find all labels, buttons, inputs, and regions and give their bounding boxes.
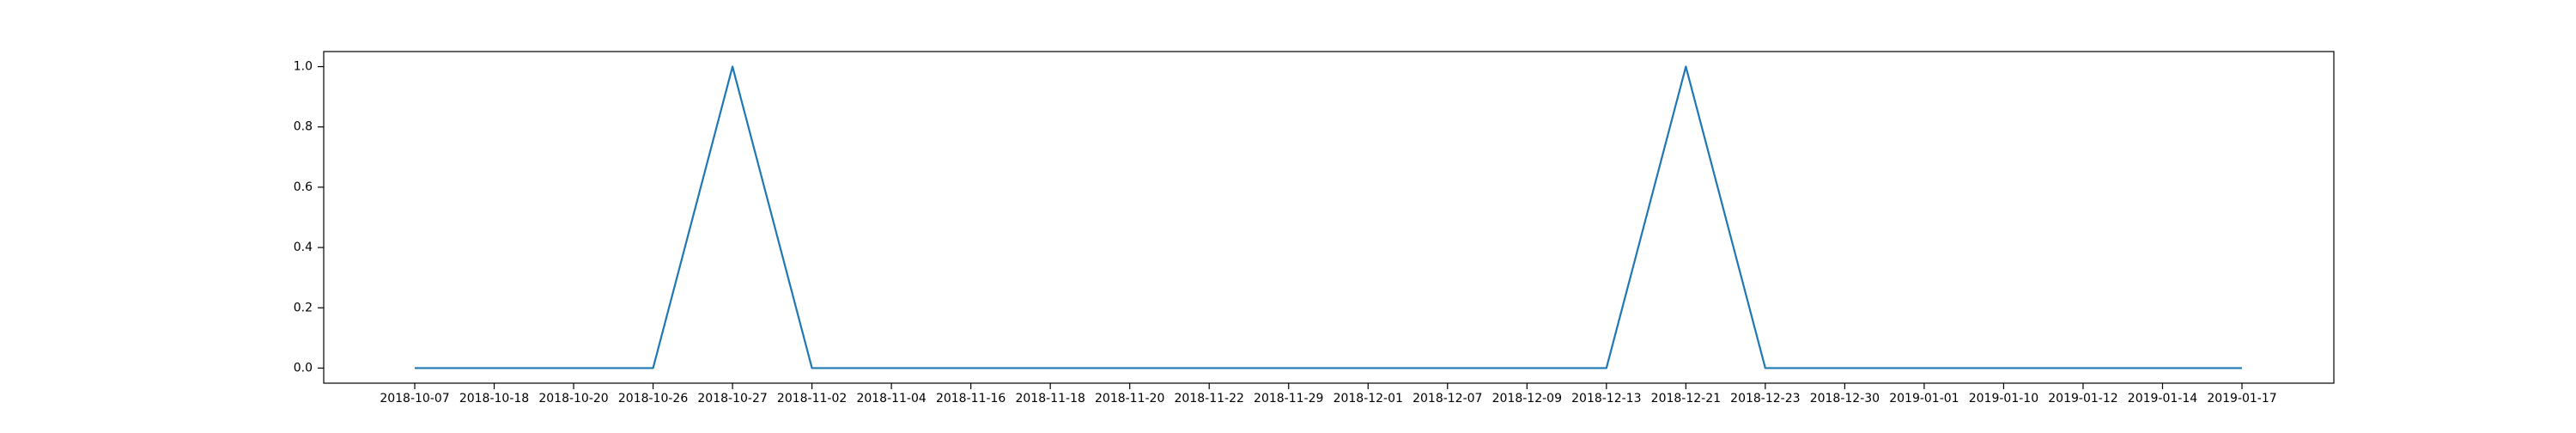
x-tick-label: 2018-11-04 — [856, 392, 926, 406]
x-tick-label: 2018-12-09 — [1492, 392, 1562, 406]
x-tick-label: 2019-01-12 — [2048, 392, 2117, 406]
x-tick-label: 2018-12-21 — [1651, 392, 1721, 406]
x-tick-label: 2019-01-17 — [2207, 392, 2276, 406]
x-tick-label: 2019-01-01 — [1889, 392, 1959, 406]
x-tick-label: 2018-11-02 — [777, 392, 847, 406]
x-tick-label: 2018-12-23 — [1730, 392, 1800, 406]
x-tick-label: 2018-10-07 — [380, 392, 449, 406]
x-tick-label: 2018-12-01 — [1334, 392, 1403, 406]
x-tick-label: 2019-01-10 — [1969, 392, 2038, 406]
x-tick-label: 2018-12-07 — [1413, 392, 1482, 406]
x-tick-label: 2018-10-18 — [459, 392, 529, 406]
x-tick-label: 2019-01-14 — [2128, 392, 2197, 406]
y-tick-label: 0.4 — [294, 241, 313, 254]
plot-frame — [324, 52, 2334, 383]
y-tick-label: 0.0 — [294, 361, 313, 375]
y-tick-label: 0.8 — [294, 120, 313, 134]
x-tick-label: 2018-11-20 — [1095, 392, 1164, 406]
x-tick-label: 2018-11-18 — [1015, 392, 1084, 406]
x-axis: 2018-10-07 2018-10-18 2018-10-20 2018-10-26… — [380, 383, 2276, 406]
x-tick-label: 2018-11-16 — [936, 392, 1005, 406]
x-tick-label: 2018-10-27 — [697, 392, 767, 406]
x-tick-label: 2018-11-29 — [1254, 392, 1323, 406]
y-axis: 0.0 0.2 0.4 0.6 0.8 1.0 — [294, 60, 324, 375]
y-tick-label: 0.6 — [294, 180, 313, 194]
y-tick-label: 0.2 — [294, 301, 313, 314]
y-tick-label: 1.0 — [294, 60, 313, 74]
x-tick-label: 2018-10-26 — [618, 392, 688, 406]
x-tick-label: 2018-11-22 — [1175, 392, 1244, 406]
plot-area — [415, 67, 2242, 369]
x-tick-label: 2018-10-20 — [538, 392, 608, 406]
x-tick-label: 2018-12-30 — [1810, 392, 1880, 406]
series-line — [415, 67, 2242, 369]
x-tick-label: 2018-12-13 — [1571, 392, 1641, 406]
